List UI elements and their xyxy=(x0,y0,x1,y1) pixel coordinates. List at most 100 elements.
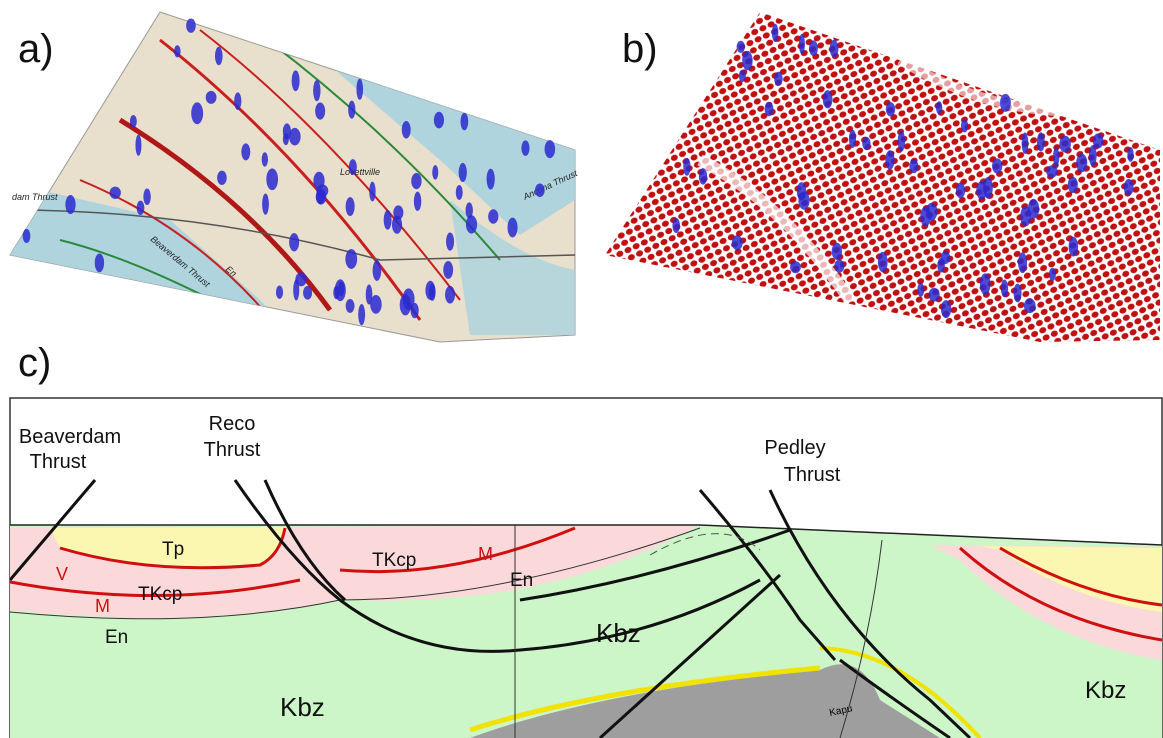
orientation-symbol xyxy=(1001,280,1008,298)
orientation-symbol xyxy=(832,243,842,260)
orientation-symbol xyxy=(313,80,320,101)
orientation-symbol xyxy=(772,24,779,42)
orientation-symbol xyxy=(130,115,137,128)
orientation-symbol xyxy=(508,218,518,238)
orientation-symbol xyxy=(920,207,931,227)
orientation-symbol xyxy=(143,188,150,205)
orientation-symbol xyxy=(983,177,993,199)
orientation-symbol xyxy=(262,152,268,166)
orientation-symbol xyxy=(937,258,945,273)
orientation-symbol xyxy=(135,135,141,156)
orientation-symbol xyxy=(292,70,300,91)
orientation-symbol xyxy=(466,202,473,218)
orientation-symbol xyxy=(402,121,411,139)
cross-section: Beaverdam Thrust Reco Thrust Pedley Thru… xyxy=(10,398,1162,738)
unit-label: M xyxy=(95,596,110,616)
orientation-symbol xyxy=(414,192,421,211)
orientation-symbol xyxy=(358,304,365,325)
orientation-symbol xyxy=(137,201,145,215)
orientation-symbol xyxy=(393,205,403,219)
orientation-symbol xyxy=(1089,145,1097,166)
orientation-symbol xyxy=(992,158,1002,173)
unit-label: M xyxy=(478,544,493,564)
orientation-symbol xyxy=(798,191,809,209)
orientation-symbol xyxy=(313,172,324,190)
orientation-symbol xyxy=(739,70,746,82)
orientation-symbol xyxy=(909,159,918,173)
orientation-symbol xyxy=(186,18,196,32)
orientation-symbol xyxy=(446,232,454,250)
orientation-symbol xyxy=(862,137,870,150)
fault-label: Thrust xyxy=(784,464,841,486)
orientation-symbol xyxy=(765,102,774,116)
orientation-symbol xyxy=(266,168,278,190)
orientation-symbol xyxy=(356,79,363,100)
orientation-symbol xyxy=(110,187,121,199)
map-a: dam Thrust Lovettville Beaverdam Thrust … xyxy=(10,12,579,342)
unit-label: Tp xyxy=(162,539,184,560)
orientation-symbol xyxy=(737,41,745,53)
orientation-symbol xyxy=(929,288,940,302)
orientation-symbol xyxy=(961,119,968,132)
orientation-symbol xyxy=(346,197,355,216)
orientation-symbol xyxy=(460,113,468,130)
orientation-symbol xyxy=(672,218,680,233)
orientation-symbol xyxy=(545,140,556,158)
map-b xyxy=(605,12,1160,342)
orientation-symbol xyxy=(1020,206,1031,226)
orientation-symbol xyxy=(683,158,690,176)
orientation-symbol xyxy=(432,165,438,179)
orientation-symbol xyxy=(65,195,75,214)
orientation-symbol xyxy=(980,273,991,295)
orientation-symbol xyxy=(217,171,227,185)
orientation-symbol xyxy=(349,159,357,175)
orientation-symbol xyxy=(1076,154,1087,173)
orientation-symbol xyxy=(1069,237,1079,257)
fault-label: Thrust xyxy=(30,451,87,473)
fault-label: Reco xyxy=(209,413,256,435)
orientation-symbol xyxy=(1049,268,1056,281)
orientation-symbol xyxy=(1053,147,1059,166)
orientation-symbol xyxy=(1037,132,1045,151)
unit-label: V xyxy=(56,564,68,584)
orientation-symbol xyxy=(1127,147,1133,162)
fault-label: Pedley xyxy=(764,437,825,459)
orientation-symbol xyxy=(732,235,743,250)
fault-label: Thrust xyxy=(204,439,261,461)
orientation-symbol xyxy=(425,281,435,300)
orientation-symbol xyxy=(885,150,894,170)
orientation-symbol xyxy=(699,168,707,185)
unit-label: Kbz xyxy=(1085,677,1126,704)
orientation-symbol xyxy=(234,92,241,110)
orientation-symbol xyxy=(941,300,951,318)
orientation-symbol xyxy=(886,102,896,116)
orientation-symbol xyxy=(241,143,250,160)
orientation-symbol xyxy=(809,40,818,56)
orientation-symbol xyxy=(878,252,888,273)
orientation-symbol xyxy=(95,253,104,272)
orientation-symbol xyxy=(283,133,289,145)
orientation-symbol xyxy=(289,233,299,251)
panel-label: a) xyxy=(18,27,54,71)
unit-label: En xyxy=(105,627,128,648)
panel-label: c) xyxy=(18,341,51,385)
orientation-symbol xyxy=(1068,177,1078,193)
unit-label: Kbz xyxy=(596,618,641,648)
orientation-symbol xyxy=(335,279,346,301)
orientation-symbol xyxy=(369,182,375,202)
orientation-symbol xyxy=(535,184,545,197)
panel-label: b) xyxy=(622,27,658,71)
map-label: Lovettville xyxy=(340,167,380,177)
orientation-symbol xyxy=(434,112,444,129)
map-label: dam Thrust xyxy=(12,192,58,202)
orientation-symbol xyxy=(1000,94,1011,112)
orientation-symbol xyxy=(1046,165,1057,178)
orientation-symbol xyxy=(445,286,455,304)
orientation-symbol xyxy=(1014,284,1022,303)
orientation-symbol xyxy=(276,286,283,299)
orientation-symbol xyxy=(345,249,357,269)
orientation-symbol xyxy=(373,260,382,281)
orientation-symbol xyxy=(1018,252,1027,273)
orientation-symbol xyxy=(23,229,31,243)
orientation-symbol xyxy=(1124,179,1134,195)
